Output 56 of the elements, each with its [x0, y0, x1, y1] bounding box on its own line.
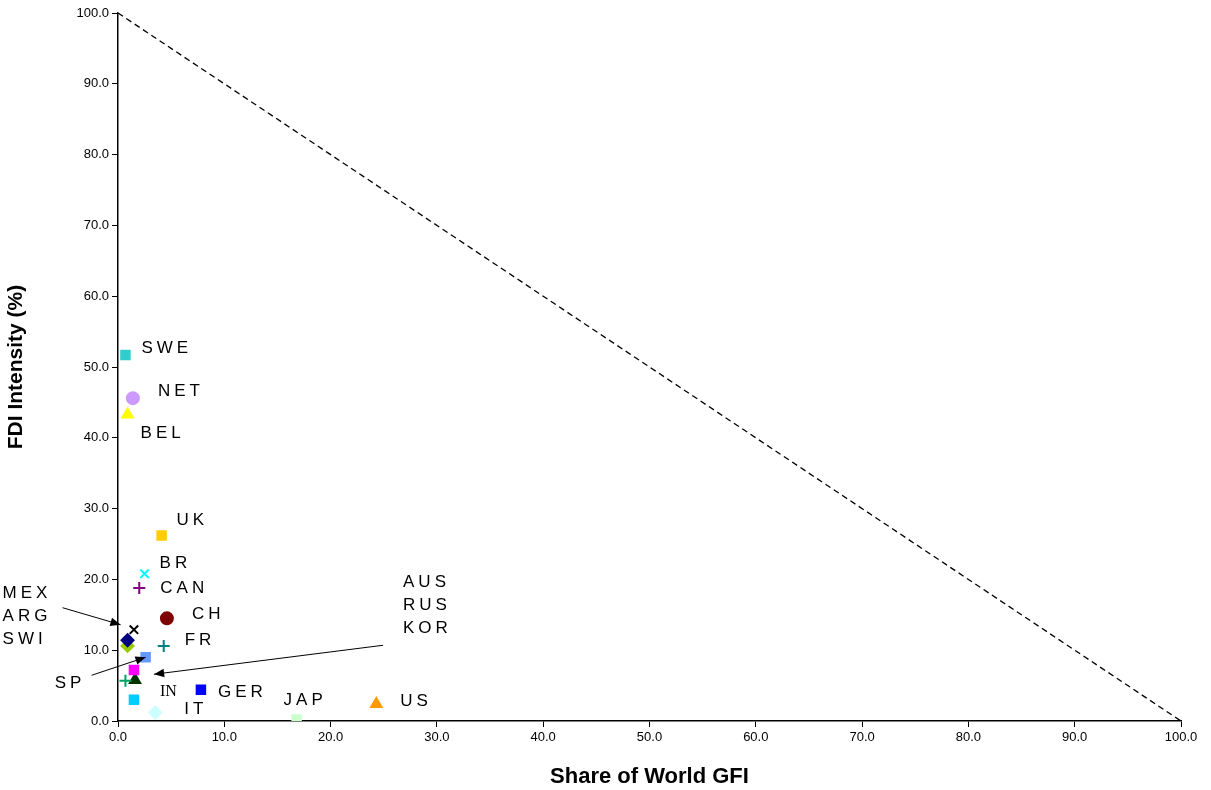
y-tick-label: 90.0: [83, 75, 109, 91]
point: [120, 633, 135, 648]
annotation: NET: [157, 380, 204, 400]
y-tick-label: 0.0: [90, 712, 109, 728]
point: [128, 664, 140, 676]
x-tick-label: 0.0: [108, 729, 128, 745]
point: [118, 673, 133, 688]
text: MEX ARG SWI: [2, 583, 52, 649]
annotation: IT: [184, 699, 208, 719]
y-tick-label: 70.0: [83, 216, 109, 232]
x-tick-label: 60.0: [743, 729, 769, 745]
x-axis-title: Share of World GFI: [550, 762, 749, 788]
x-tick-label: 20.0: [317, 729, 344, 745]
y-tick-label: 80.0: [83, 146, 109, 162]
annotation: UK: [176, 510, 209, 530]
y-tick-label: 50.0: [83, 358, 109, 374]
point: [156, 638, 171, 653]
x-tick-label: 40.0: [530, 729, 556, 745]
point: [159, 611, 174, 626]
annotation: SWE: [141, 337, 193, 357]
point: [148, 705, 163, 720]
x-tick-label: 90.0: [1062, 729, 1088, 745]
y-tick-label: 10.0: [83, 641, 109, 657]
y-tick-label: 60.0: [83, 287, 109, 303]
annotation: AUS RUS KOR: [403, 571, 452, 637]
y-tick-label: 20.0: [83, 570, 109, 586]
x-tick-label: 70.0: [849, 729, 875, 745]
annotation: CAN: [160, 577, 209, 597]
y-tick-label: 100.0: [76, 4, 109, 20]
point: [121, 407, 134, 419]
x-tick-label: 30.0: [424, 729, 450, 745]
x-tick-label: 80.0: [955, 729, 982, 745]
annotation: FR: [184, 629, 216, 649]
annotation: BEL: [140, 423, 185, 443]
annotation: US: [400, 690, 432, 710]
annotation: JAP: [283, 690, 327, 710]
annotation: GER: [217, 681, 267, 701]
point: [128, 694, 140, 705]
point: [139, 568, 150, 579]
point: [132, 580, 147, 595]
point: [120, 349, 131, 361]
annotation: SP: [54, 672, 86, 692]
y-axis-title: FDI Intensity (%): [3, 284, 27, 450]
point: [156, 530, 167, 541]
y-tick-label: 30.0: [83, 500, 109, 516]
y-tick-label: 40.0: [83, 429, 109, 445]
point: [125, 391, 140, 406]
annotation: BR: [159, 553, 192, 573]
annotation: IN: [159, 681, 178, 699]
x-tick-label: 50.0: [636, 729, 663, 745]
point: [128, 624, 140, 635]
x-tick-label: 10.0: [211, 729, 237, 745]
x-tick-label: 100.0: [1164, 729, 1198, 745]
point: [195, 684, 207, 696]
point: [370, 697, 383, 709]
annotation: CH: [191, 604, 225, 624]
